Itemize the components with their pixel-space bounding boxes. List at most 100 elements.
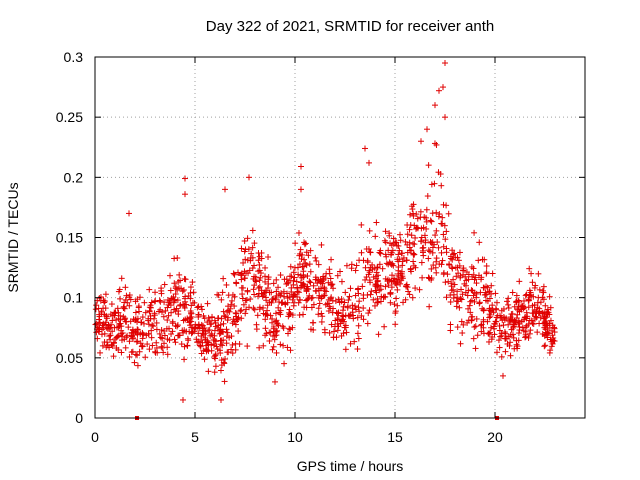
data-point	[256, 283, 263, 290]
data-point	[106, 333, 113, 340]
data-point	[315, 311, 322, 318]
data-point	[511, 303, 518, 310]
data-point	[263, 311, 270, 318]
data-point	[465, 276, 472, 283]
data-point	[491, 325, 498, 332]
data-point	[218, 337, 225, 344]
data-point	[96, 325, 103, 332]
data-point	[264, 312, 271, 319]
data-point	[364, 257, 371, 264]
data-point	[134, 326, 141, 333]
data-point	[123, 334, 130, 341]
data-point	[335, 310, 342, 317]
data-point	[235, 328, 242, 335]
data-point	[489, 333, 496, 340]
data-point	[343, 329, 350, 336]
data-point	[289, 296, 296, 303]
data-point	[211, 336, 218, 343]
data-point	[454, 324, 461, 331]
data-point	[496, 344, 503, 351]
data-point	[293, 278, 300, 285]
data-point	[295, 289, 302, 296]
data-point	[477, 289, 484, 296]
data-point	[303, 262, 310, 269]
data-point	[107, 336, 114, 343]
data-point	[478, 276, 485, 283]
data-point	[370, 296, 377, 303]
data-point	[212, 351, 219, 358]
data-point	[238, 307, 245, 314]
data-point	[241, 238, 248, 245]
data-point	[219, 289, 226, 296]
data-point	[529, 320, 536, 327]
data-point	[426, 248, 433, 255]
data-point	[387, 251, 394, 258]
data-point	[265, 254, 272, 261]
data-point	[476, 299, 483, 306]
data-point	[399, 275, 406, 282]
data-point	[409, 294, 416, 301]
data-point	[410, 258, 417, 265]
data-point	[214, 315, 221, 322]
data-point	[251, 282, 258, 289]
data-point	[495, 337, 502, 344]
data-point	[274, 320, 281, 327]
data-point	[426, 275, 433, 282]
data-point	[289, 312, 296, 319]
data-point	[245, 246, 252, 253]
data-point	[128, 349, 135, 356]
data-point	[541, 331, 548, 338]
data-point	[394, 286, 401, 293]
data-point	[334, 327, 341, 334]
data-point	[520, 297, 527, 304]
data-point	[257, 270, 264, 277]
data-point	[319, 313, 326, 320]
data-point	[423, 206, 430, 213]
data-point	[373, 289, 380, 296]
data-point	[229, 291, 236, 298]
data-point	[540, 296, 547, 303]
data-point	[241, 275, 248, 282]
data-point	[259, 293, 266, 300]
data-point	[318, 318, 325, 325]
data-point	[141, 299, 148, 306]
data-point	[505, 321, 512, 328]
data-point	[493, 349, 500, 356]
data-point	[479, 256, 486, 263]
data-point	[284, 290, 291, 297]
data-point	[176, 332, 183, 339]
data-point	[445, 278, 452, 285]
data-point	[217, 326, 224, 333]
data-point	[449, 247, 456, 254]
x-tick-labels: 0 5 10 15 20	[91, 429, 503, 445]
data-point	[101, 298, 108, 305]
data-point	[181, 295, 188, 302]
data-point	[518, 303, 525, 310]
data-point	[295, 299, 302, 306]
data-point	[113, 324, 120, 331]
data-point	[492, 320, 499, 327]
data-point	[410, 262, 417, 269]
data-point	[287, 326, 294, 333]
data-point	[310, 282, 317, 289]
data-point	[180, 286, 187, 293]
data-point	[256, 261, 263, 268]
data-point	[203, 347, 210, 354]
data-point	[331, 328, 338, 335]
data-point	[467, 298, 474, 305]
data-point	[142, 354, 149, 361]
data-point	[146, 304, 153, 311]
data-point	[315, 277, 322, 284]
data-point	[240, 301, 247, 308]
data-point	[164, 317, 171, 324]
y-tick-label: 0.2	[64, 169, 84, 185]
data-point	[542, 342, 549, 349]
data-point	[286, 325, 293, 332]
data-point	[442, 279, 449, 286]
data-point	[254, 312, 261, 319]
data-point	[493, 299, 500, 306]
data-point	[507, 352, 514, 359]
data-point	[489, 302, 496, 309]
data-point	[328, 256, 335, 263]
data-point	[273, 349, 280, 356]
